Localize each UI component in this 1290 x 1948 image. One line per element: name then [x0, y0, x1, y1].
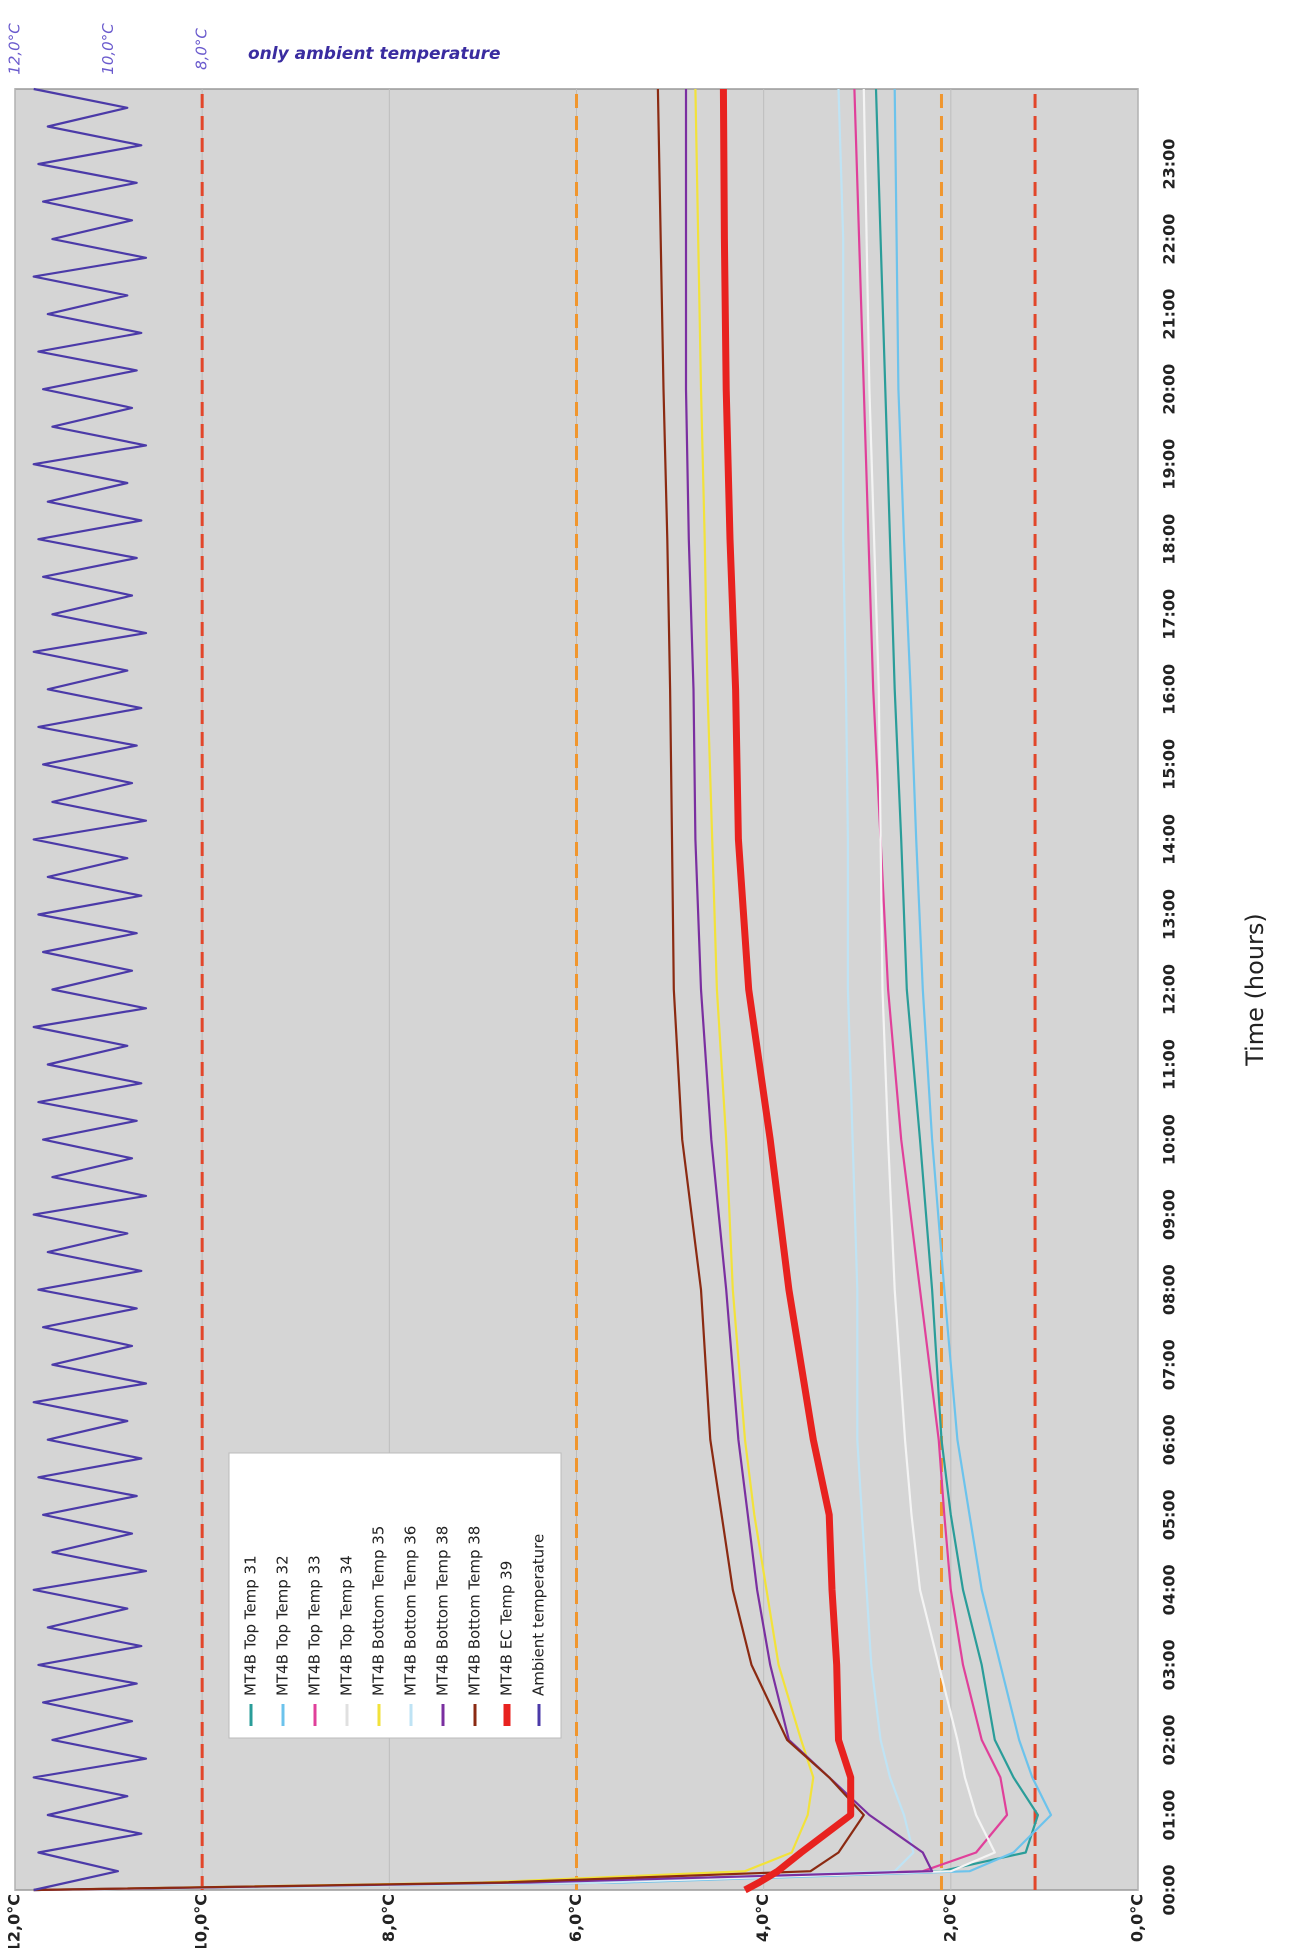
legend-label: MT4B Bottom Temp 35: [370, 1526, 388, 1696]
series-line: [32, 87, 148, 1892]
y-tick-label: 4,0°C: [753, 1894, 772, 1942]
x-tick-label: 10:00: [1160, 1114, 1179, 1165]
y2-tick-label: 10,0°C: [99, 23, 117, 75]
y2-tick-label: 12,0°C: [6, 23, 24, 75]
x-tick-label: 06:00: [1160, 1414, 1179, 1465]
x-tick-label: 21:00: [1160, 289, 1179, 340]
series-line: [33, 88, 1039, 1892]
legend-label: MT4B Top Temp 31: [242, 1555, 260, 1696]
x-tick-label: 07:00: [1160, 1339, 1179, 1390]
series-line: [33, 88, 865, 1892]
x-tick-label: 02:00: [1160, 1714, 1179, 1765]
y-tick-label: 12,0°C: [5, 1894, 24, 1948]
legend-label: MT4B EC Temp 39: [498, 1561, 516, 1696]
series-line: [33, 89, 934, 1892]
x-tick-label: 09:00: [1160, 1189, 1179, 1240]
annotation: only ambient temperature: [248, 44, 501, 64]
x-tick-label: 05:00: [1160, 1489, 1179, 1540]
series-line: [33, 88, 815, 1892]
x-axis-title: Time (hours): [1241, 913, 1269, 1067]
x-tick-label: 08:00: [1160, 1264, 1179, 1315]
legend-label: MT4B Top Temp 33: [306, 1555, 324, 1696]
y-tick-label: 8,0°C: [379, 1894, 398, 1942]
legend-box: [228, 1452, 562, 1739]
x-tick-label: 19:00: [1160, 439, 1179, 490]
legend-label: Ambient temperature: [530, 1534, 548, 1696]
y-tick-label: 2,0°C: [940, 1894, 959, 1942]
x-tick-label: 20:00: [1160, 364, 1179, 415]
series-line: [719, 88, 855, 1894]
y-tick-label: 10,0°C: [192, 1894, 211, 1948]
x-tick-label: 15:00: [1160, 739, 1179, 790]
x-tick-label: 17:00: [1160, 589, 1179, 640]
series-line: [33, 88, 1009, 1892]
x-tick-label: 22:00: [1160, 214, 1179, 265]
x-tick-label: 01:00: [1160, 1789, 1179, 1840]
x-tick-label: 16:00: [1160, 664, 1179, 715]
legend-label: MT4B Bottom Temp 38: [466, 1526, 484, 1696]
x-tick-label: 03:00: [1160, 1639, 1179, 1690]
legend-label: MT4B Top Temp 32: [274, 1555, 292, 1696]
x-tick-label: 18:00: [1160, 514, 1179, 565]
rotated-plot: 0,0°C 2,0°C 4,0°C 6,0°C 8,0°C 10,0°C 12,0°C 12,…: [5, 23, 1270, 1948]
legend-label: MT4B Top Temp 34: [338, 1555, 356, 1696]
x-tick-label: 14:00: [1160, 814, 1179, 865]
series-line: [33, 88, 996, 1892]
series-line: [33, 88, 1053, 1892]
x-tick-label: 00:00: [1160, 1865, 1179, 1916]
series-line: [33, 88, 915, 1892]
legend-label: MT4B Bottom Temp 36: [402, 1526, 420, 1696]
y-tick-label: 0,0°C: [1128, 1894, 1147, 1942]
y-tick-label: 6,0°C: [566, 1894, 585, 1942]
x-tick-label: 11:00: [1160, 1039, 1179, 1090]
x-tick-label: 23:00: [1160, 139, 1179, 190]
y2-tick-label: 8,0°C: [193, 28, 211, 70]
legend-label: MT4B Bottom Temp 38: [434, 1526, 452, 1696]
x-tick-label: 13:00: [1160, 889, 1179, 940]
x-tick-label: 12:00: [1160, 964, 1179, 1015]
x-tick-label: 04:00: [1160, 1564, 1179, 1615]
